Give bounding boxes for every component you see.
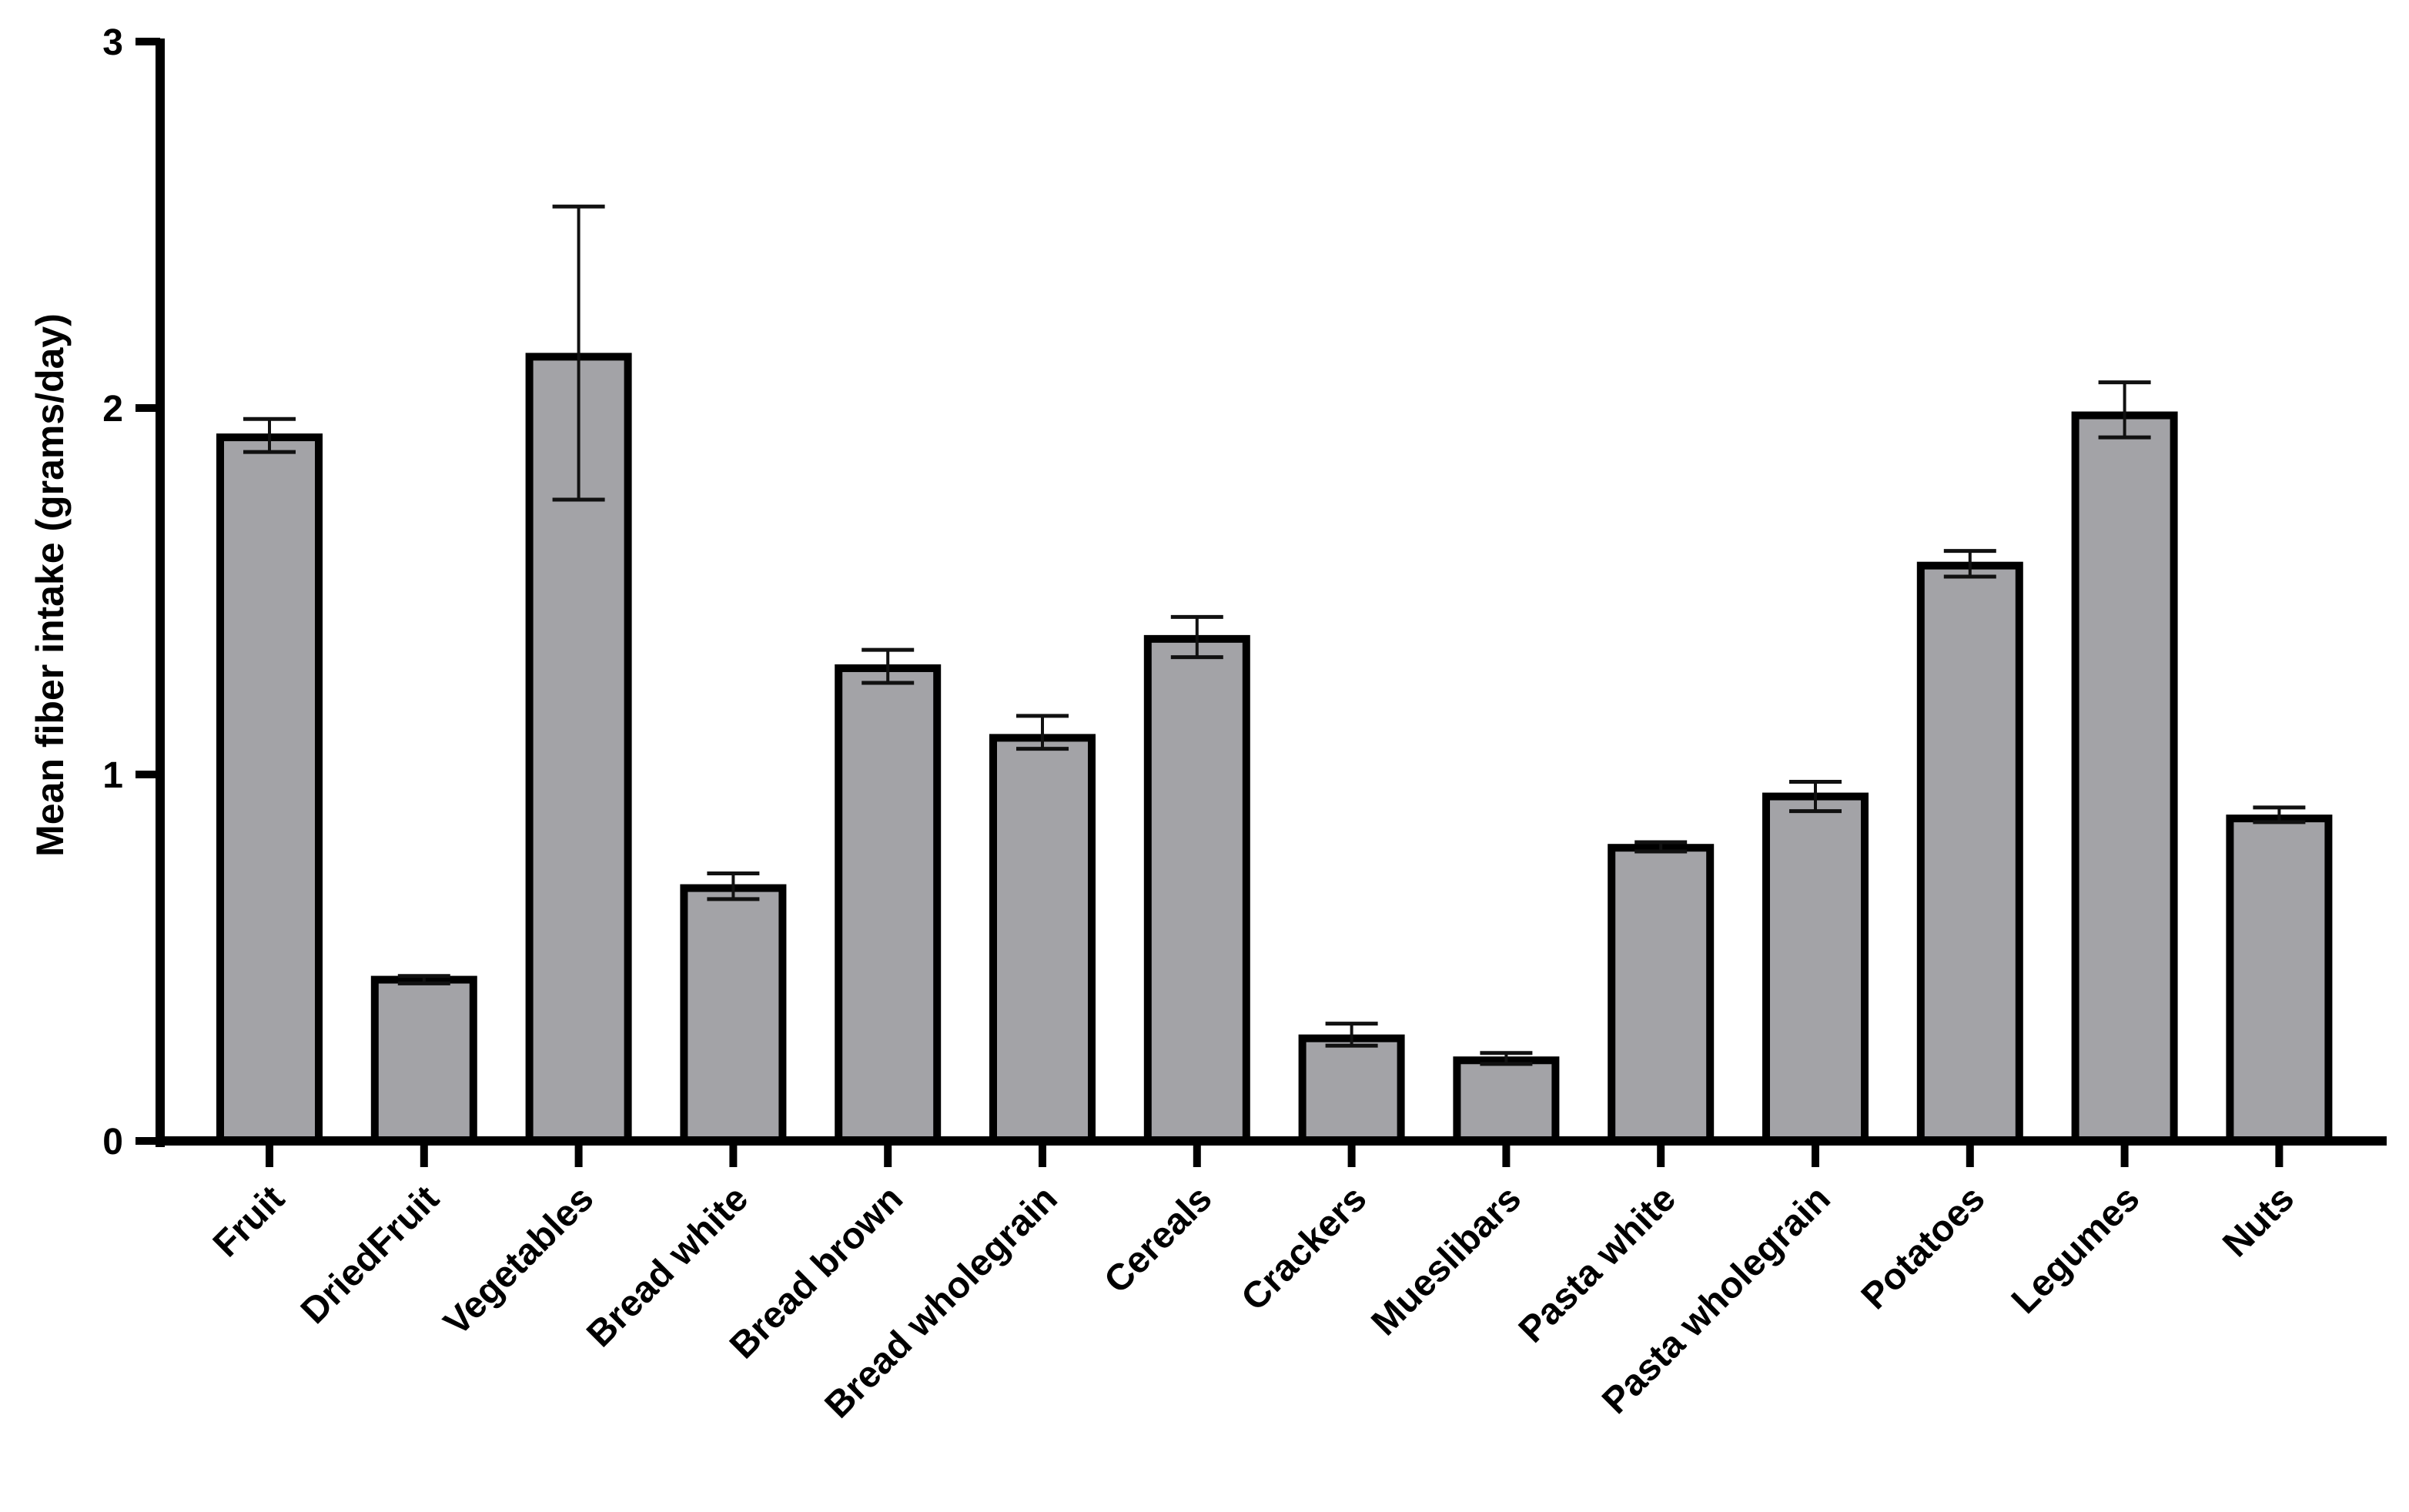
- bar-legumes: [2071, 411, 2178, 1145]
- x-tick-label: Potatoes: [1854, 1178, 1993, 1317]
- bar-cereals: [1143, 634, 1250, 1145]
- bar-bread-white: [680, 884, 787, 1146]
- bar-potatoes: [1916, 561, 2023, 1145]
- bar-driedfruit: [370, 975, 477, 1146]
- bar-pasta-wholegrain: [1762, 792, 1869, 1146]
- y-tick-label: 1: [102, 755, 123, 796]
- x-tick-label: Fruit: [206, 1178, 293, 1265]
- x-tick-label: Vegetables: [437, 1178, 602, 1343]
- x-tick-label: Cereals: [1096, 1178, 1220, 1301]
- x-tick-label: Legumes: [2004, 1178, 2147, 1321]
- y-tick-label: 2: [102, 389, 123, 430]
- x-tick-label: Crackers: [1234, 1178, 1375, 1319]
- y-ticks: 0 1 2 3: [102, 22, 160, 1162]
- bar-pasta-white: [1608, 844, 1715, 1145]
- x-tick-label: Mueslibars: [1363, 1178, 1529, 1343]
- bars: [216, 353, 2333, 1146]
- y-tick-label: 3: [102, 22, 123, 63]
- y-axis-label: Mean fiber intake (grams/day): [28, 313, 72, 857]
- bar-crackers: [1298, 1034, 1405, 1145]
- bar-bread-wholegrain: [989, 734, 1096, 1145]
- bar-mueslibars: [1453, 1056, 1560, 1146]
- x-tick-label: DriedFruit: [293, 1178, 447, 1332]
- bar-fruit: [216, 433, 323, 1145]
- bar-nuts: [2226, 815, 2333, 1145]
- error-bars: [243, 204, 2306, 1066]
- y-tick-label: 0: [102, 1122, 123, 1162]
- x-tick-label: Nuts: [2215, 1178, 2302, 1265]
- x-tick-label: Pasta white: [1511, 1178, 1684, 1350]
- x-tick-label: Bread white: [579, 1178, 756, 1355]
- bar-bread-brown: [835, 664, 942, 1145]
